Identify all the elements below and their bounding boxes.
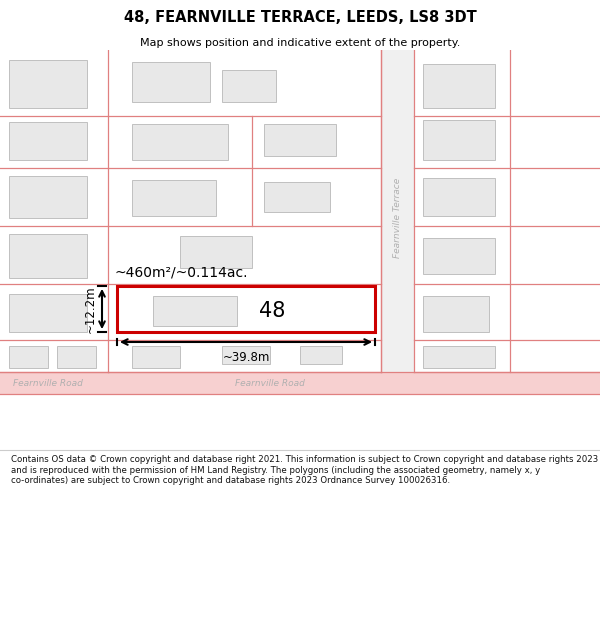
Bar [9, 60, 87, 108]
Text: Map shows position and indicative extent of the property.: Map shows position and indicative extent… [140, 38, 460, 48]
Bar [132, 180, 216, 216]
Bar [153, 296, 237, 326]
Text: ~39.8m: ~39.8m [223, 351, 269, 364]
Bar [9, 234, 87, 278]
Bar [423, 178, 495, 216]
Text: Contains OS data © Crown copyright and database right 2021. This information is : Contains OS data © Crown copyright and d… [11, 455, 598, 485]
Text: Fearnville Road: Fearnville Road [235, 379, 305, 388]
Bar [57, 346, 96, 368]
Bar [132, 124, 228, 160]
Bar [423, 296, 489, 332]
Text: ~12.2m: ~12.2m [84, 285, 97, 332]
Bar [264, 124, 336, 156]
Bar [9, 176, 87, 218]
Bar [132, 62, 210, 102]
Bar [222, 70, 276, 102]
Bar [117, 286, 375, 332]
Bar [381, 50, 414, 372]
Text: Fearnville Terrace: Fearnville Terrace [393, 178, 402, 258]
Text: 48: 48 [259, 301, 285, 321]
Bar [132, 346, 180, 368]
Bar [9, 346, 48, 368]
Bar [423, 238, 495, 274]
Text: 48, FEARNVILLE TERRACE, LEEDS, LS8 3DT: 48, FEARNVILLE TERRACE, LEEDS, LS8 3DT [124, 10, 476, 25]
Bar [180, 236, 252, 268]
Bar [423, 120, 495, 160]
Bar [0, 372, 600, 394]
Bar [264, 182, 330, 212]
Bar [9, 122, 87, 160]
Text: ~460m²/~0.114ac.: ~460m²/~0.114ac. [114, 265, 248, 279]
Bar [423, 346, 495, 368]
Bar [300, 346, 342, 364]
Text: Fearnville Road: Fearnville Road [13, 379, 83, 388]
Bar [9, 294, 87, 332]
Bar [222, 346, 270, 364]
Bar [423, 64, 495, 108]
